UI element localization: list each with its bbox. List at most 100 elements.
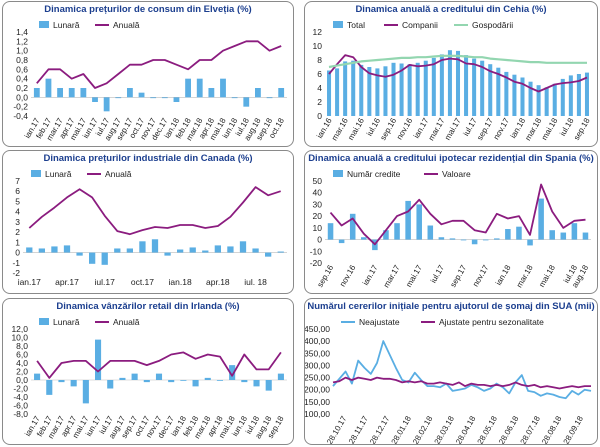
legend-swatch [39, 21, 49, 28]
bar [571, 223, 578, 240]
x-tick-label: 28.05.18 [476, 414, 500, 444]
y-tick-label: -2,0 [13, 384, 28, 394]
chart-panel-us-jobless-claims: Numărul cererilor inițiale pentru ajutor… [304, 298, 598, 445]
x-tick-label: 28.02.18 [411, 414, 435, 444]
bar [471, 239, 478, 245]
y-tick-label: 0 [15, 248, 20, 258]
series-line [36, 351, 282, 379]
bar [189, 247, 196, 253]
bar [536, 85, 541, 116]
bar [214, 245, 221, 253]
bar [173, 97, 180, 102]
y-tick-label: 8 [317, 55, 322, 65]
bar [496, 67, 501, 116]
x-tick-label: ian.17 [361, 263, 380, 287]
x-tick-label: mai.17 [443, 116, 463, 142]
series-line [328, 54, 587, 69]
legend-label: Lunară [53, 317, 80, 327]
bar [45, 78, 52, 98]
x-tick-label: mar.17 [382, 263, 402, 289]
y-tick-label: -20 [310, 258, 323, 268]
x-tick-label: nov.16 [395, 116, 415, 141]
y-tick-label: 100,00 [305, 409, 330, 419]
bar [480, 60, 485, 116]
legend-label: Lunară [45, 169, 72, 179]
bar [482, 239, 489, 241]
bar [177, 249, 184, 253]
y-tick-label: -8,0 [13, 409, 28, 419]
bar [229, 365, 236, 380]
y-tick-label: 7 [15, 176, 20, 186]
bar [161, 97, 168, 99]
bar [26, 247, 33, 253]
bar [528, 81, 533, 116]
y-tick-label: 5 [15, 196, 20, 206]
y-tick-label: 40 [313, 188, 323, 198]
chart-title: Dinamica vânzărilor retail din Irlanda (… [56, 301, 240, 312]
y-tick-label: 250,00 [305, 373, 330, 383]
legend-swatch [39, 318, 49, 325]
bar [568, 75, 573, 116]
y-tick-label: 50 [313, 176, 323, 186]
y-tick-label: 30 [313, 199, 323, 209]
bar [427, 225, 434, 240]
bar [204, 377, 211, 380]
series-line [36, 40, 282, 89]
x-tick-label: nov.16 [338, 263, 358, 288]
legend-label: Anuală [105, 169, 132, 179]
bar [538, 198, 544, 240]
chart-title: Dinamica prețurilor industriale din Cana… [43, 153, 253, 164]
bar [544, 87, 549, 116]
chart-panel-czech-credit: Dinamica anuală a creditului din Cehia (… [304, 1, 598, 147]
bar [131, 373, 138, 380]
y-tick-label: 0,0 [16, 375, 28, 385]
legend-label: Ajustate pentru sezonalitate [439, 317, 544, 327]
bar [327, 70, 332, 116]
x-tick-label: ian.18 [494, 263, 513, 287]
bar [278, 88, 285, 98]
bar [103, 97, 110, 112]
y-tick-label: 2,0 [16, 367, 28, 377]
legend-label: Anuală [113, 20, 140, 30]
bar [399, 63, 404, 116]
y-tick-label: 2 [15, 227, 20, 237]
y-tick-label: 8,0 [16, 341, 28, 351]
bar [277, 373, 284, 380]
y-tick-label: 1 [15, 237, 20, 247]
bar [265, 252, 272, 257]
y-tick-label: -0,2 [13, 102, 28, 112]
bar [216, 380, 223, 381]
bar [138, 92, 145, 98]
bar [192, 380, 199, 387]
bar [407, 64, 412, 116]
y-tick-label: 350,00 [305, 348, 330, 358]
bar [168, 380, 175, 383]
y-tick-label: -10 [310, 246, 323, 256]
x-tick-label: mai.17 [404, 263, 424, 289]
bar [460, 239, 467, 241]
x-tick-label: iul.17 [429, 263, 447, 285]
chart-title: Dinamica anuală a creditului ipotecar re… [308, 153, 594, 164]
bar [351, 60, 356, 116]
bar [265, 380, 272, 391]
legend-swatch [31, 170, 41, 177]
bar [63, 245, 71, 253]
bar [423, 60, 428, 116]
y-tick-label: 6 [15, 186, 20, 196]
chart-panel-ireland-retail: Dinamica vânzărilor retail din Irlanda (… [2, 298, 294, 445]
bar [343, 61, 348, 116]
x-tick-label: apr.18 [206, 277, 230, 287]
y-tick-label: 200,00 [305, 385, 330, 395]
x-tick-label: mai.16 [346, 116, 366, 142]
x-tick-label: oct.17 [131, 277, 154, 287]
bar [504, 71, 509, 116]
bar [338, 239, 345, 244]
y-tick-label: 300,00 [305, 360, 330, 370]
legend-label: Lunară [53, 20, 80, 30]
bar [455, 50, 461, 116]
y-tick-label: 12 [313, 27, 323, 37]
bar [383, 66, 388, 116]
y-tick-label: 0,2 [16, 83, 28, 93]
y-tick-label: 150,00 [305, 397, 330, 407]
bar [277, 251, 284, 253]
